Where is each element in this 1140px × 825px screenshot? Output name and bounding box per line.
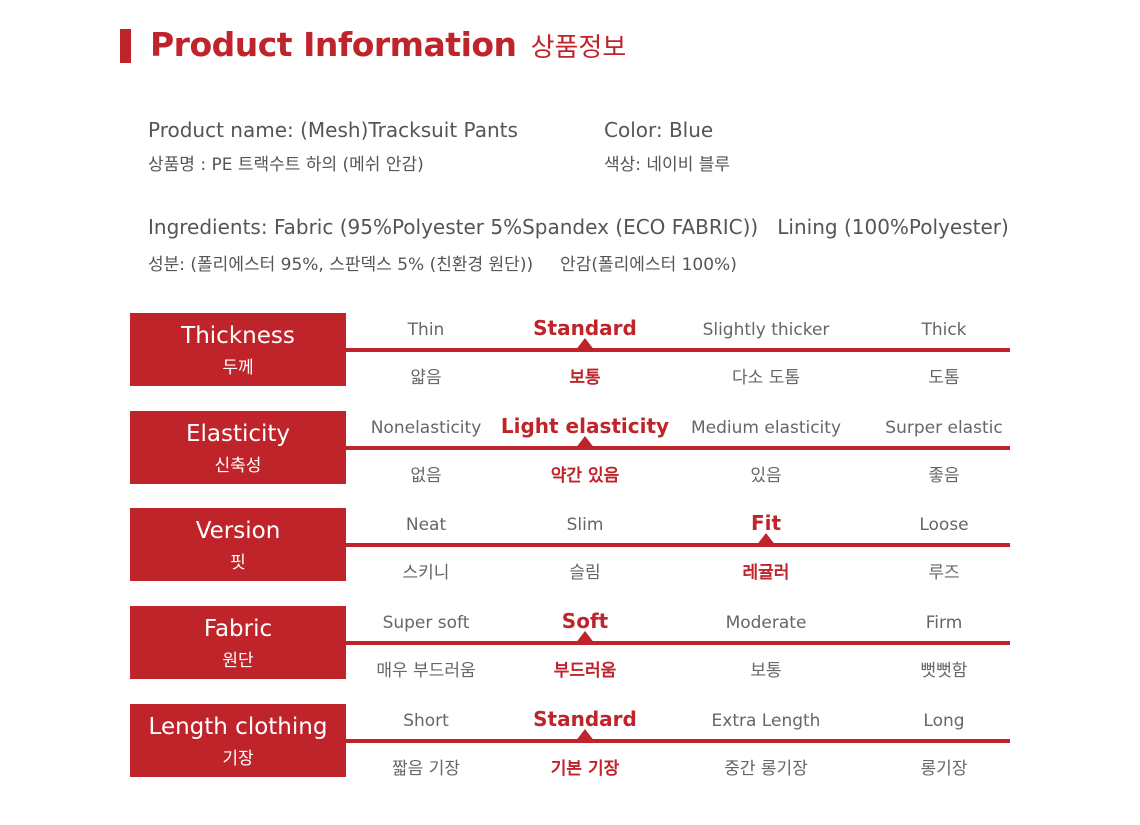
- scale-line: [346, 641, 1010, 645]
- product-name-ko: 상품명 : PE 트랙수트 하의 (메쉬 안감): [148, 155, 424, 175]
- option-en: Neat: [405, 515, 447, 535]
- option-en: Thin: [407, 320, 445, 340]
- selected-marker-icon: [575, 436, 595, 449]
- attribute-label-en: Version: [195, 518, 281, 544]
- option-ko: 다소 도톰: [732, 368, 800, 388]
- option-ko-selected: 부드러움: [553, 661, 617, 681]
- scale-line: [346, 446, 1010, 450]
- page-title-ko: 상품정보: [530, 33, 627, 63]
- page-title: Product Information 상품정보: [150, 25, 626, 75]
- option-en: Loose: [919, 515, 969, 535]
- attribute-label-en: Fabric: [203, 616, 273, 642]
- title-bar: [120, 29, 131, 63]
- option-en: Firm: [925, 613, 963, 633]
- attribute-label-ko: 핏: [230, 553, 246, 573]
- option-en: Long: [923, 711, 965, 731]
- option-en: Super soft: [382, 613, 470, 633]
- option-ko: 좋음: [928, 466, 960, 486]
- option-en-selected: Standard: [533, 316, 637, 340]
- attribute-label: Thickness 두께: [130, 313, 346, 386]
- option-ko-selected: 기본 기장: [550, 759, 620, 779]
- attribute-label-ko: 두께: [222, 358, 254, 378]
- option-ko: 짧음 기장: [392, 759, 460, 779]
- selected-marker-icon: [575, 338, 595, 351]
- option-ko: 중간 롱기장: [724, 759, 808, 779]
- product-color-en: Color: Blue: [604, 118, 714, 142]
- option-en: Medium elasticity: [690, 418, 842, 438]
- product-color-ko: 색상: 네이비 블루: [604, 155, 731, 175]
- option-ko: 매우 부드러움: [376, 661, 476, 681]
- attribute-label-en: Length clothing: [148, 714, 328, 740]
- attribute-label-ko: 신축성: [214, 456, 262, 476]
- attribute-label: Length clothing 기장: [130, 704, 346, 777]
- attribute-label-en: Elasticity: [185, 421, 291, 447]
- product-name-en: Product name: (Mesh)Tracksuit Pants: [148, 118, 518, 142]
- selected-marker-icon: [575, 729, 595, 742]
- product-ingredients-en: Ingredients: Fabric (95%Polyester 5%Span…: [148, 215, 1009, 239]
- selected-marker-icon: [756, 533, 776, 546]
- attribute-label: Fabric 원단: [130, 606, 346, 679]
- scale-line: [346, 739, 1010, 743]
- option-en: Slim: [566, 515, 604, 535]
- scale-line: [346, 543, 1010, 547]
- option-en: Extra Length: [711, 711, 821, 731]
- attribute-label: Version 핏: [130, 508, 346, 581]
- option-en: Surper elastic: [885, 418, 1003, 438]
- option-ko-selected: 보통: [569, 368, 601, 388]
- option-ko: 얇음: [410, 368, 442, 388]
- option-ko: 뻣뻣함: [920, 661, 968, 681]
- option-ko: 없음: [410, 466, 442, 486]
- page-title-en: Product Information: [150, 25, 517, 64]
- option-ko: 루즈: [928, 563, 960, 583]
- option-en: Moderate: [725, 613, 807, 633]
- option-ko: 슬림: [569, 563, 601, 583]
- option-ko: 롱기장: [920, 759, 968, 779]
- option-en-selected: Fit: [750, 511, 782, 535]
- attribute-label-en: Thickness: [181, 323, 295, 349]
- scale-line: [346, 348, 1010, 352]
- option-ko-selected: 레귤러: [742, 563, 790, 583]
- option-en-selected: Light elasticity: [500, 414, 670, 438]
- option-en: Nonelasticity: [370, 418, 482, 438]
- product-ingredients-ko: 성분: (폴리에스터 95%, 스판덱스 5% (친환경 원단)) 안감(폴리에…: [148, 255, 737, 275]
- option-ko: 있음: [750, 466, 782, 486]
- attribute-label: Elasticity 신축성: [130, 411, 346, 484]
- option-en-selected: Soft: [561, 609, 609, 633]
- option-ko-selected: 약간 있음: [550, 466, 620, 486]
- attribute-row: Fabric 원단 Super soft 매우 부드러움 Soft 부드러움 Moderat…: [130, 606, 1010, 681]
- option-en: Short: [403, 711, 449, 731]
- option-ko: 도톰: [928, 368, 960, 388]
- option-en: Slightly thicker: [702, 320, 830, 340]
- attribute-row: Version 핏 Neat 스키니 Slim 슬림 Fit 레귤러 Loose 루즈: [130, 508, 1010, 583]
- option-ko: 보통: [750, 661, 782, 681]
- option-en-selected: Standard: [533, 707, 637, 731]
- attribute-label-ko: 원단: [222, 651, 254, 671]
- attribute-row: Length clothing 기장 Short 짧음 기장 Standard 기본 기장…: [130, 704, 1010, 779]
- attribute-row: Thickness 두께 Thin 얇음 Standard 보통 Slightly thic…: [130, 313, 1010, 388]
- option-ko: 스키니: [402, 563, 450, 583]
- option-en: Thick: [921, 320, 967, 340]
- attribute-label-ko: 기장: [222, 749, 254, 769]
- selected-marker-icon: [575, 631, 595, 644]
- attribute-row: Elasticity 신축성 Nonelasticity 없음 Light elasti…: [130, 411, 1010, 486]
